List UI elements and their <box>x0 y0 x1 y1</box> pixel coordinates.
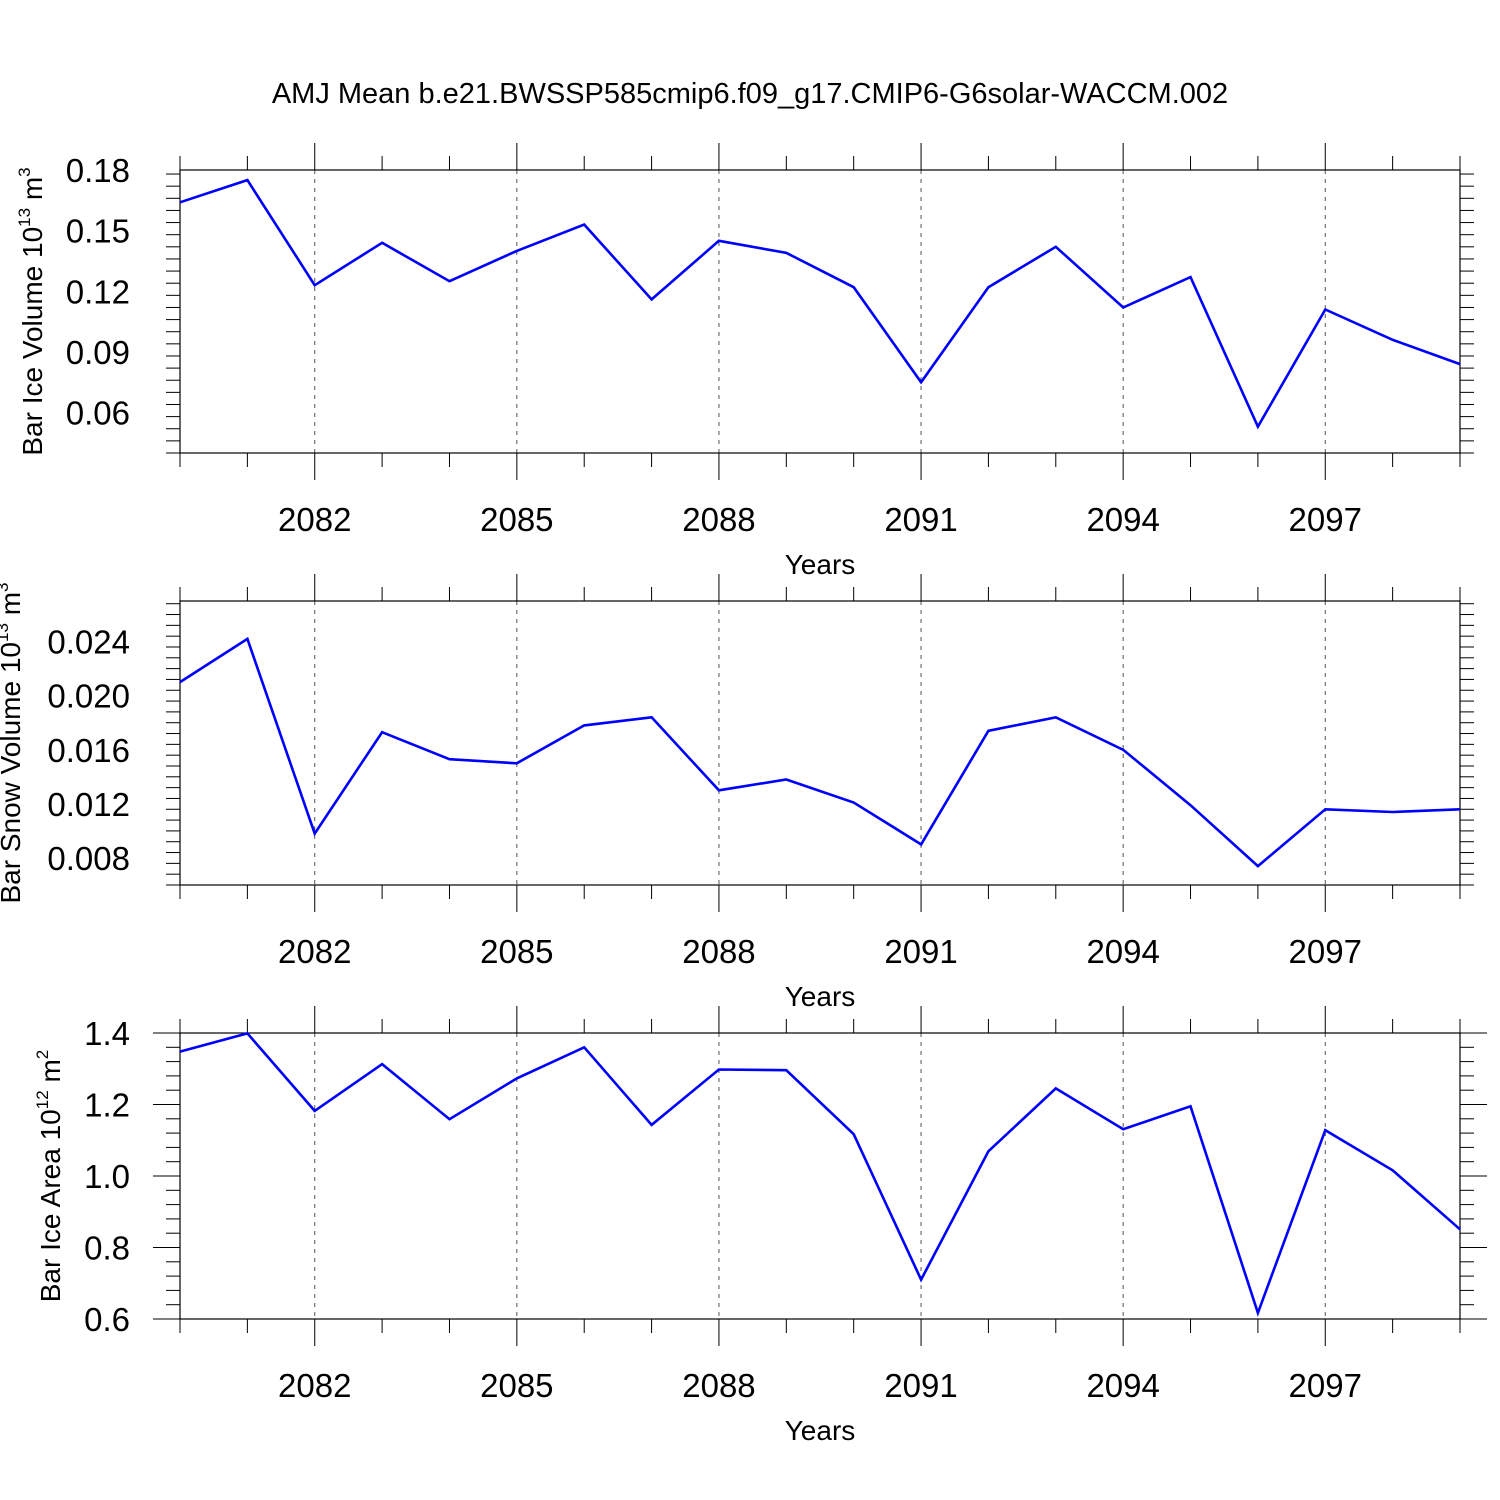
x-tick-label: 2085 <box>480 501 553 538</box>
y-tick-label: 1.0 <box>84 1158 130 1195</box>
x-tick-label: 2082 <box>278 1367 351 1404</box>
x-tick-label: 2088 <box>682 1367 755 1404</box>
x-tick-label: 2094 <box>1086 1367 1159 1404</box>
series-line-snow-volume <box>179 636 1461 868</box>
y-tick-label: 0.020 <box>47 678 130 715</box>
y-tick-label: 0.15 <box>66 213 130 250</box>
panel-snow-volume: 2082 2085 2088 2091 2094 2097 0.008 0.012 0.016 0… <box>0 574 1474 1012</box>
y-axis-label: Bar Ice Volume 1013 m3 <box>15 167 48 455</box>
x-tick-label: 2097 <box>1289 501 1362 538</box>
x-axis-label: Years <box>785 1415 856 1446</box>
series-line-ice-area <box>179 1031 1461 1317</box>
x-tick-label: 2088 <box>682 933 755 970</box>
y-tick-label: 0.8 <box>84 1230 130 1267</box>
y-tick-label: 0.016 <box>47 732 130 769</box>
panel-ice-volume: 2082 2085 2088 2091 2094 2097 0.06 0.09 0.12 0.15… <box>15 143 1474 580</box>
y-axis-label: Bar Snow Volume 1013 m3 <box>0 583 26 904</box>
series-line-ice-volume <box>179 178 1461 430</box>
chart-title: AMJ Mean b.e21.BWSSP585cmip6.f09_g17.CMI… <box>271 78 1229 110</box>
x-tick-label: 2082 <box>278 501 351 538</box>
x-tick-label: 2097 <box>1289 933 1362 970</box>
plot-frame <box>179 169 1461 454</box>
x-tick-label: 2091 <box>884 1367 957 1404</box>
y-tick-label: 0.024 <box>47 624 130 661</box>
y-tick-label: 0.6 <box>84 1301 130 1338</box>
panel-ice-area: 2082 2085 2088 2091 2094 2097 0.6 0.8 1.0 1.2 1.4 Y… <box>33 1006 1487 1446</box>
x-axis-label: Years <box>785 981 856 1012</box>
y-tick-label: 0.008 <box>47 840 130 877</box>
x-tick-label: 2082 <box>278 933 351 970</box>
x-tick-label: 2091 <box>884 501 957 538</box>
x-tick-label: 2088 <box>682 501 755 538</box>
x-tick-label: 2097 <box>1289 1367 1362 1404</box>
y-tick-label: 0.12 <box>66 273 130 310</box>
plot-frame <box>179 1032 1461 1320</box>
y-tick-label: 1.4 <box>84 1015 130 1052</box>
x-tick-label: 2091 <box>884 933 957 970</box>
y-axis-label: Bar Ice Area 1012 m2 <box>33 1050 66 1303</box>
x-tick-label: 2094 <box>1086 501 1159 538</box>
y-tick-label: 0.012 <box>47 786 130 823</box>
y-tick-label: 1.2 <box>84 1087 130 1124</box>
y-tick-label: 0.09 <box>66 334 130 371</box>
x-axis-label: Years <box>785 549 856 580</box>
y-tick-label: 0.06 <box>66 395 130 432</box>
y-tick-label: 0.18 <box>66 152 130 189</box>
x-tick-label: 2085 <box>480 1367 553 1404</box>
x-tick-label: 2094 <box>1086 933 1159 970</box>
x-tick-label: 2085 <box>480 933 553 970</box>
plot-frame <box>179 600 1461 886</box>
